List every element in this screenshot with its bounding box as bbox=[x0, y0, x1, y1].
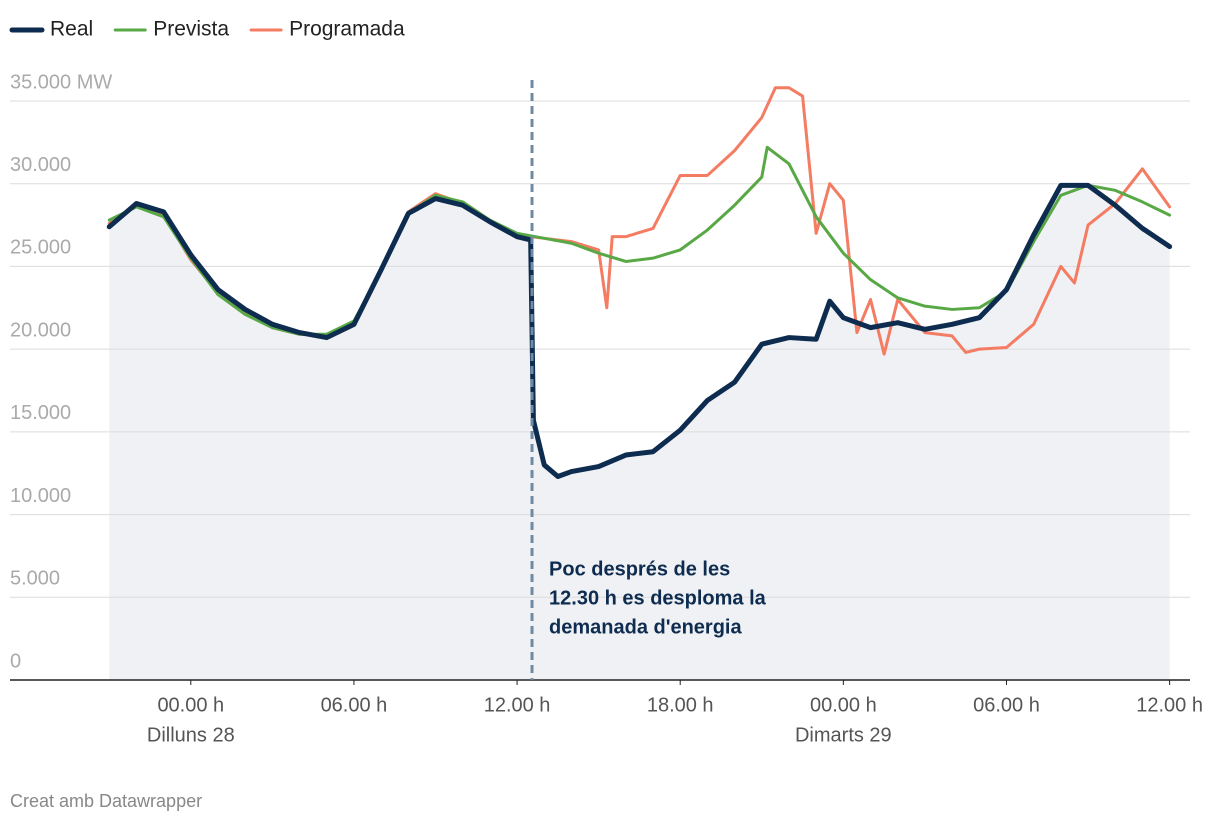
series-line bbox=[106, 182, 1173, 480]
y-tick-label: 35.000 MW bbox=[10, 71, 112, 93]
x-tick-label: 18.00 h bbox=[647, 694, 714, 716]
annotation-text: demanada d'energia bbox=[549, 616, 742, 638]
legend-label: Real bbox=[50, 18, 93, 41]
x-tick-label: 12.00 h bbox=[1136, 694, 1203, 716]
annotation-text: Poc després de les bbox=[549, 558, 730, 580]
y-tick-label: 25.000 bbox=[10, 237, 71, 259]
y-tick-label: 5.000 bbox=[10, 568, 60, 590]
x-tick-label: 06.00 h bbox=[973, 694, 1040, 716]
legend-label: Programada bbox=[289, 18, 405, 41]
y-tick-label: 30.000 bbox=[10, 154, 71, 176]
x-tick-label: 00.00 h bbox=[810, 694, 877, 716]
y-tick-label: 10.000 bbox=[10, 485, 71, 507]
x-tick-label: 06.00 h bbox=[321, 694, 388, 716]
legend-label: Prevista bbox=[153, 18, 229, 41]
x-group-label: Dimarts 29 bbox=[795, 724, 892, 746]
footer: Creat amb Datawrapper bbox=[10, 791, 202, 811]
y-tick-label: 0 bbox=[10, 650, 21, 672]
annotation-text: 12.30 h es desploma la bbox=[549, 587, 767, 609]
x-group-label: Dilluns 28 bbox=[147, 724, 235, 746]
x-tick-label: 12.00 h bbox=[484, 694, 551, 716]
y-tick-label: 20.000 bbox=[10, 319, 71, 341]
x-tick-label: 00.00 h bbox=[157, 694, 224, 716]
y-tick-label: 15.000 bbox=[10, 402, 71, 424]
area-shade bbox=[109, 185, 1170, 680]
